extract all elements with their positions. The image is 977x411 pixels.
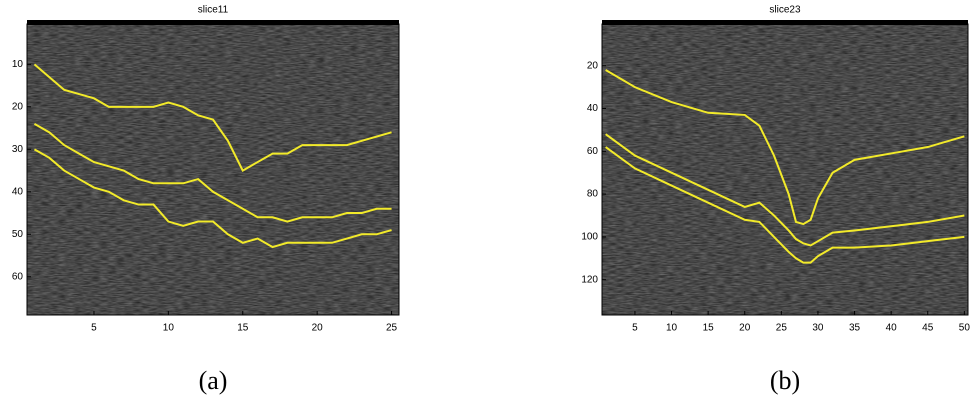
x-tick-label: 20 (312, 323, 324, 334)
y-tick-label: 10 (12, 59, 24, 70)
x-tick-label: 5 (632, 323, 638, 334)
image-texture (602, 24, 968, 315)
y-tick-label: 20 (12, 101, 24, 112)
top-bar (27, 20, 399, 25)
boundary-line (33, 63, 392, 172)
y-tick-label: 50 (12, 229, 24, 240)
x-tick-label: 10 (666, 323, 678, 334)
y-tick-label: 120 (581, 274, 598, 285)
x-tick-label: 5 (91, 323, 97, 334)
chart-title: slice11 (198, 5, 229, 16)
image-texture (27, 24, 399, 315)
x-tick-label: 15 (237, 323, 249, 334)
axes-frame (601, 23, 969, 316)
y-tick-label: 80 (587, 189, 599, 200)
boundary-line (605, 69, 965, 226)
boundary-line (605, 146, 965, 264)
caption: (a) (199, 366, 228, 395)
x-tick-label: 25 (776, 323, 788, 334)
x-tick-label: 40 (886, 323, 898, 334)
x-tick-label: 35 (849, 323, 861, 334)
axes-frame (26, 23, 400, 316)
y-tick-label: 40 (587, 103, 599, 114)
y-tick-label: 60 (12, 271, 24, 282)
boundary-line (33, 122, 392, 223)
x-tick-label: 10 (163, 323, 175, 334)
y-tick-label: 60 (587, 146, 599, 157)
y-tick-label: 20 (587, 60, 599, 71)
x-tick-label: 50 (959, 323, 971, 334)
boundary-line (605, 133, 965, 247)
x-tick-label: 30 (812, 323, 824, 334)
x-tick-label: 45 (922, 323, 934, 334)
y-tick-label: 100 (581, 232, 598, 243)
x-tick-label: 15 (703, 323, 715, 334)
top-bar (602, 20, 968, 25)
x-tick-label: 20 (739, 323, 751, 334)
y-tick-label: 30 (12, 144, 24, 155)
y-tick-label: 40 (12, 186, 24, 197)
x-tick-label: 25 (386, 323, 398, 334)
chart-title: slice23 (769, 5, 801, 16)
caption: (b) (770, 366, 800, 395)
boundary-line (33, 148, 392, 249)
